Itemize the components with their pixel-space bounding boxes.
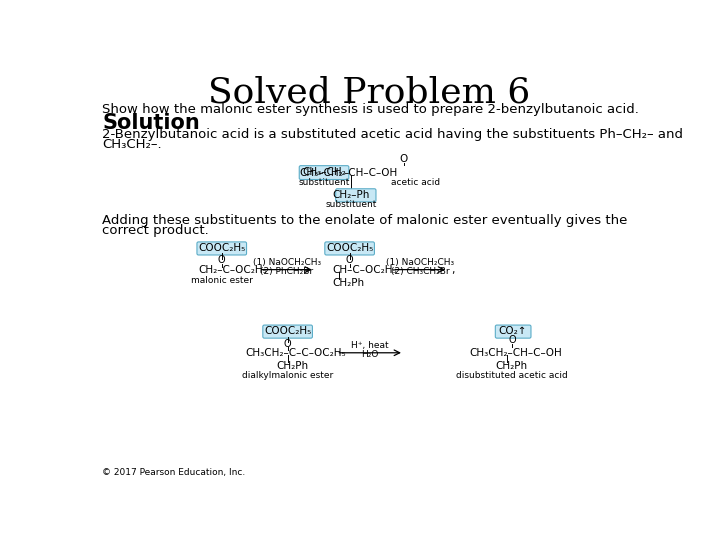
Text: CH₂Ph: CH₂Ph <box>333 278 365 288</box>
Text: (1) NaOCH₂CH₃: (1) NaOCH₂CH₃ <box>386 258 454 267</box>
Text: CH₃–CH₂: CH₃–CH₂ <box>302 167 346 177</box>
Text: substituent: substituent <box>298 178 350 187</box>
FancyBboxPatch shape <box>325 242 374 255</box>
Text: © 2017 Pearson Education, Inc.: © 2017 Pearson Education, Inc. <box>102 468 246 477</box>
FancyBboxPatch shape <box>300 166 349 179</box>
Text: H₂O: H₂O <box>361 350 379 359</box>
Text: CH₃CH₂–CH–C–OH: CH₃CH₂–CH–C–OH <box>469 348 562 358</box>
Text: CH₃–CH₂: CH₃–CH₂ <box>300 167 343 178</box>
Text: correct product.: correct product. <box>102 224 209 237</box>
Text: CH₂–C–OC₂H₅: CH₂–C–OC₂H₅ <box>199 265 267 275</box>
Text: CH₂Ph: CH₂Ph <box>495 361 528 371</box>
FancyBboxPatch shape <box>336 189 376 202</box>
Text: CO₂↑: CO₂↑ <box>498 326 526 336</box>
Text: acetic acid: acetic acid <box>391 178 440 187</box>
Text: (2) PhCH₂Br: (2) PhCH₂Br <box>261 267 313 275</box>
Text: O: O <box>508 335 516 346</box>
Text: Adding these substituents to the enolate of malonic ester eventually gives the: Adding these substituents to the enolate… <box>102 214 628 227</box>
Text: COOC₂H₅: COOC₂H₅ <box>326 243 373 253</box>
Text: malonic ester: malonic ester <box>191 276 253 285</box>
FancyBboxPatch shape <box>495 325 531 338</box>
Text: COOC₂H₅: COOC₂H₅ <box>264 326 311 336</box>
Text: CH₂Ph: CH₂Ph <box>276 361 308 371</box>
Text: dialkylmalonic ester: dialkylmalonic ester <box>242 372 333 380</box>
Text: COOC₂H₅: COOC₂H₅ <box>198 243 246 253</box>
Text: disubstituted acetic acid: disubstituted acetic acid <box>456 372 568 380</box>
Text: CH₃CH₂–C–C–OC₂H₅: CH₃CH₂–C–C–OC₂H₅ <box>245 348 346 358</box>
Text: H⁺, heat: H⁺, heat <box>351 341 389 350</box>
Text: O: O <box>400 154 408 164</box>
Text: CH–C–OC₂H₅: CH–C–OC₂H₅ <box>333 265 397 275</box>
FancyBboxPatch shape <box>263 325 312 338</box>
Text: CH₂–Ph: CH₂–Ph <box>333 190 370 200</box>
FancyBboxPatch shape <box>197 242 246 255</box>
Text: Solution: Solution <box>102 112 200 132</box>
Text: CH₃CH₂–.: CH₃CH₂–. <box>102 138 162 151</box>
Text: ,: , <box>451 265 454 275</box>
Text: (2) CH₃CH₂Br: (2) CH₃CH₂Br <box>391 267 449 275</box>
Text: Solved Problem 6: Solved Problem 6 <box>208 76 530 110</box>
Text: –CH–C–OH: –CH–C–OH <box>343 167 397 178</box>
Text: substituent: substituent <box>325 200 377 210</box>
Text: O: O <box>346 255 354 265</box>
Text: Show how the malonic ester synthesis is used to prepare 2-benzylbutanoic acid.: Show how the malonic ester synthesis is … <box>102 103 639 116</box>
Text: (1) NaOCH₂CH₃: (1) NaOCH₂CH₃ <box>253 258 321 267</box>
Text: O: O <box>284 339 292 348</box>
Text: 2-Benzylbutanoic acid is a substituted acetic acid having the substituents Ph–CH: 2-Benzylbutanoic acid is a substituted a… <box>102 129 683 141</box>
Text: O: O <box>218 255 225 265</box>
